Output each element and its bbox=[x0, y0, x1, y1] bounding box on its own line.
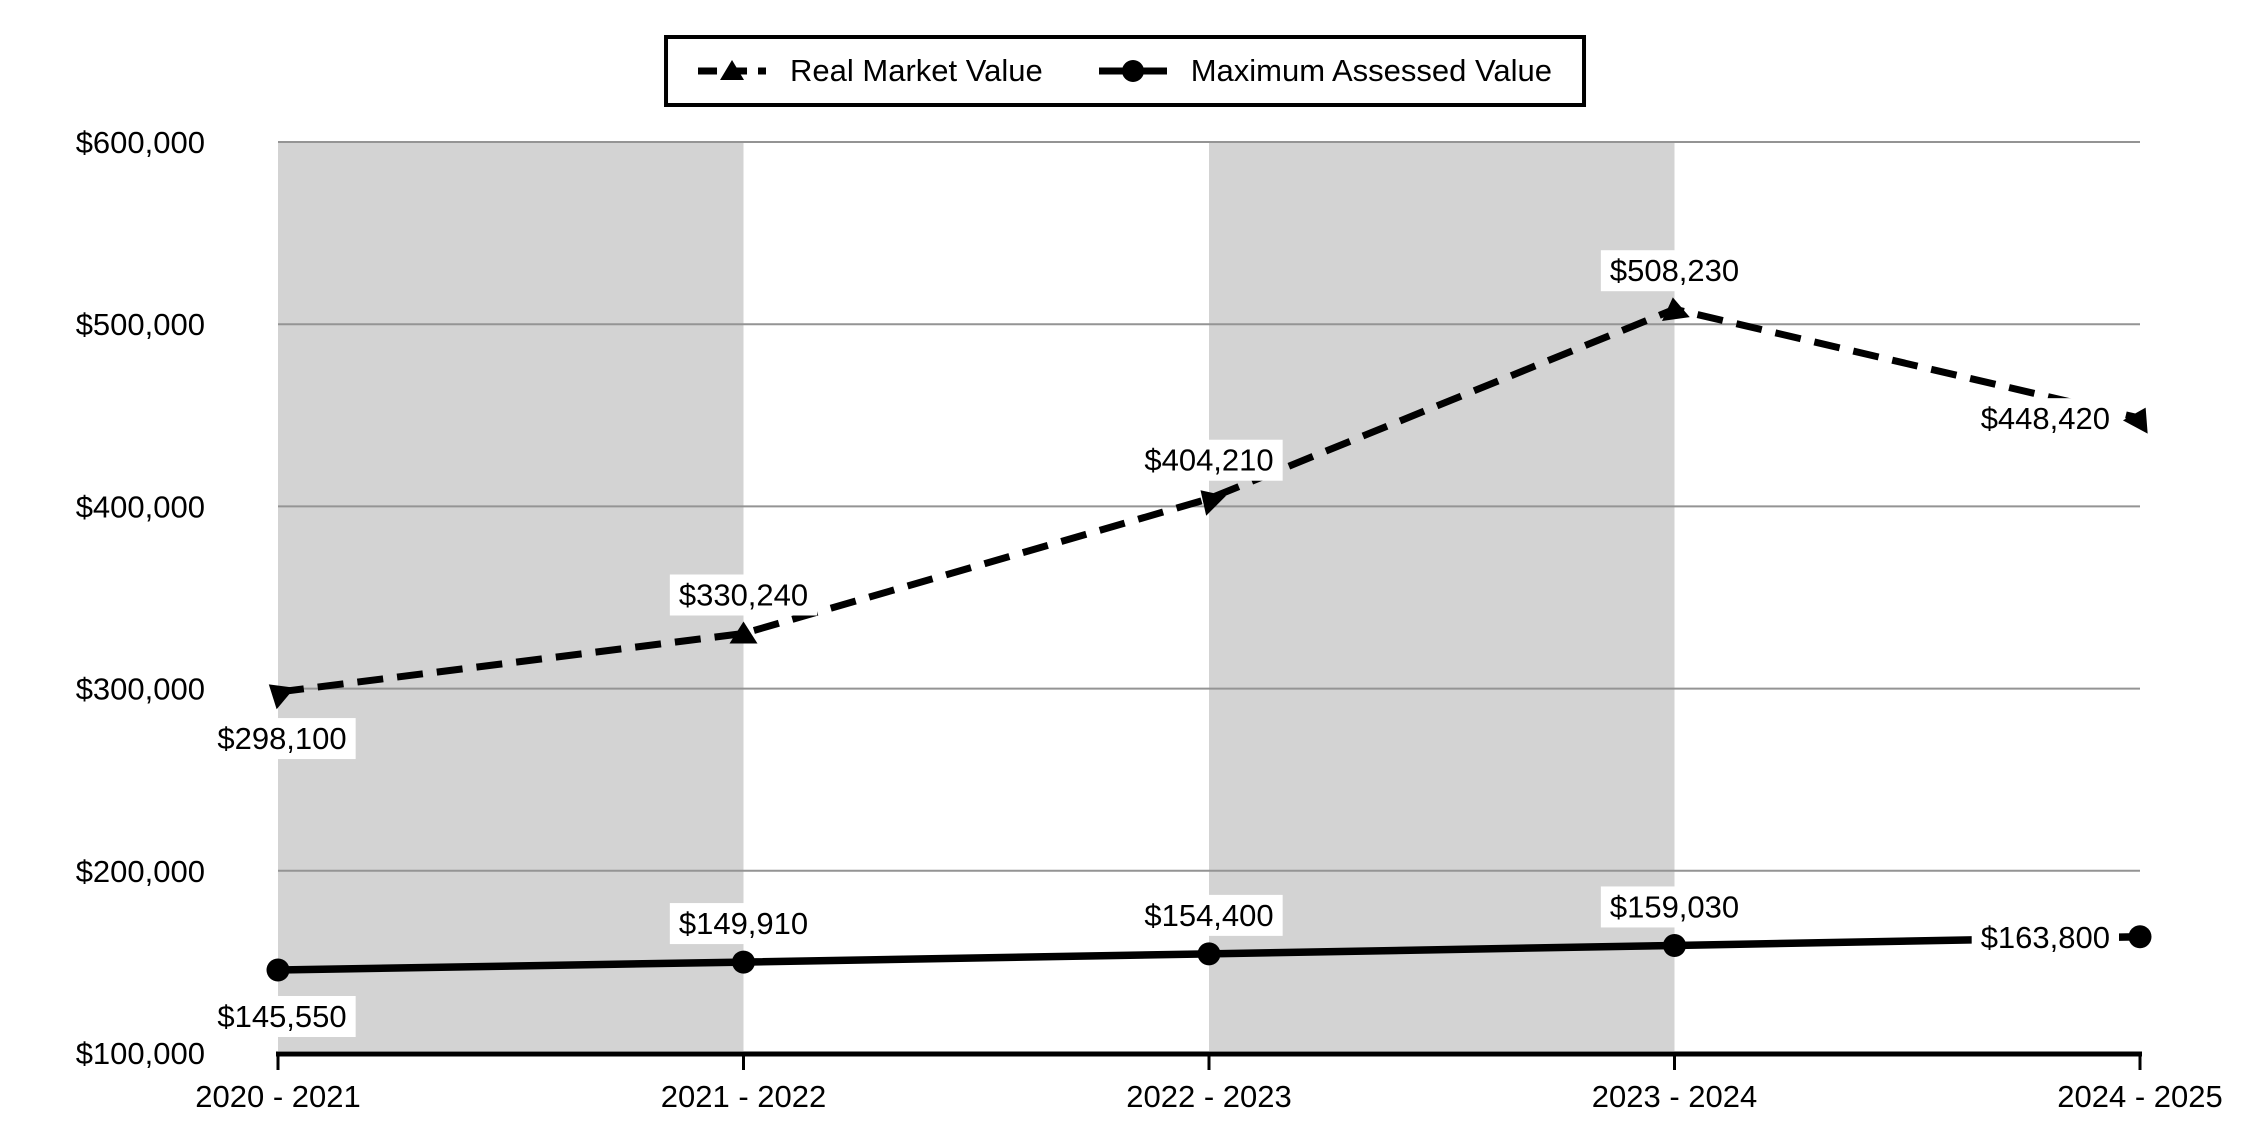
data-label-background bbox=[1135, 439, 1283, 481]
data-label-text: $149,910 bbox=[679, 906, 808, 941]
data-label-background bbox=[669, 903, 818, 945]
data-label-background bbox=[1971, 398, 2119, 440]
data-label-text: $298,100 bbox=[217, 721, 346, 756]
marker-circle bbox=[1197, 942, 1221, 966]
marker-circle bbox=[266, 958, 290, 982]
data-label-text: $330,240 bbox=[679, 578, 808, 613]
marker-circle bbox=[732, 950, 755, 974]
solid-circle-marker-icon bbox=[1098, 60, 1167, 82]
y-axis-tick-label: $100,000 bbox=[76, 1036, 205, 1071]
x-axis-tick-label: 2024 - 2025 bbox=[2057, 1079, 2222, 1114]
legend-item-real-market-value: Real Market Value bbox=[698, 53, 1043, 89]
marker-circle bbox=[1663, 933, 1686, 957]
y-axis-tick-label: $400,000 bbox=[76, 489, 205, 524]
x-axis-tick-label: 2021 - 2022 bbox=[661, 1079, 826, 1114]
x-axis-tick-label: 2022 - 2023 bbox=[1126, 1079, 1291, 1114]
data-label-background bbox=[669, 574, 818, 616]
data-label-text: $163,800 bbox=[1981, 920, 2110, 955]
legend: Real Market Value Maximum Assessed Value bbox=[664, 35, 1586, 107]
data-label-background bbox=[1600, 886, 1749, 928]
marker-triangle bbox=[268, 684, 295, 710]
data-label-background bbox=[1600, 250, 1749, 292]
x-axis-tick-label: 2023 - 2024 bbox=[1592, 1079, 1757, 1114]
shaded-band bbox=[1209, 142, 1675, 1051]
data-label-text: $508,230 bbox=[1610, 253, 1739, 288]
legend-label-real-market-value: Real Market Value bbox=[790, 53, 1043, 88]
y-axis-tick-label: $600,000 bbox=[76, 125, 205, 160]
x-axis-tick-label: 2020 - 2021 bbox=[195, 1079, 360, 1114]
marker-triangle bbox=[729, 621, 758, 644]
data-label-background bbox=[208, 996, 356, 1038]
y-axis-tick-label: $500,000 bbox=[76, 307, 205, 342]
legend-label-maximum-assessed-value: Maximum Assessed Value bbox=[1190, 53, 1552, 88]
series-line-real-market-value bbox=[277, 305, 2141, 696]
data-label-background bbox=[1135, 894, 1283, 936]
data-label-background bbox=[208, 718, 356, 760]
data-label-text: $404,210 bbox=[1144, 443, 1273, 478]
shaded-band bbox=[278, 142, 744, 1051]
data-label-text: $154,400 bbox=[1144, 898, 1273, 933]
data-label-text: $448,420 bbox=[1981, 401, 2110, 436]
marker-triangle bbox=[1200, 490, 1226, 516]
marker-triangle bbox=[2122, 407, 2148, 434]
marker-triangle bbox=[1662, 297, 1690, 322]
data-label-background bbox=[1971, 916, 2119, 958]
legend-item-maximum-assessed-value: Maximum Assessed Value bbox=[1098, 53, 1552, 89]
y-axis-tick-label: $300,000 bbox=[76, 672, 205, 707]
marker-circle bbox=[2128, 925, 2152, 949]
y-axis-tick-label: $200,000 bbox=[76, 854, 205, 889]
dashed-triangle-marker-icon bbox=[698, 60, 767, 80]
data-label-text: $159,030 bbox=[1610, 889, 1739, 924]
data-label-text: $145,550 bbox=[217, 999, 346, 1034]
